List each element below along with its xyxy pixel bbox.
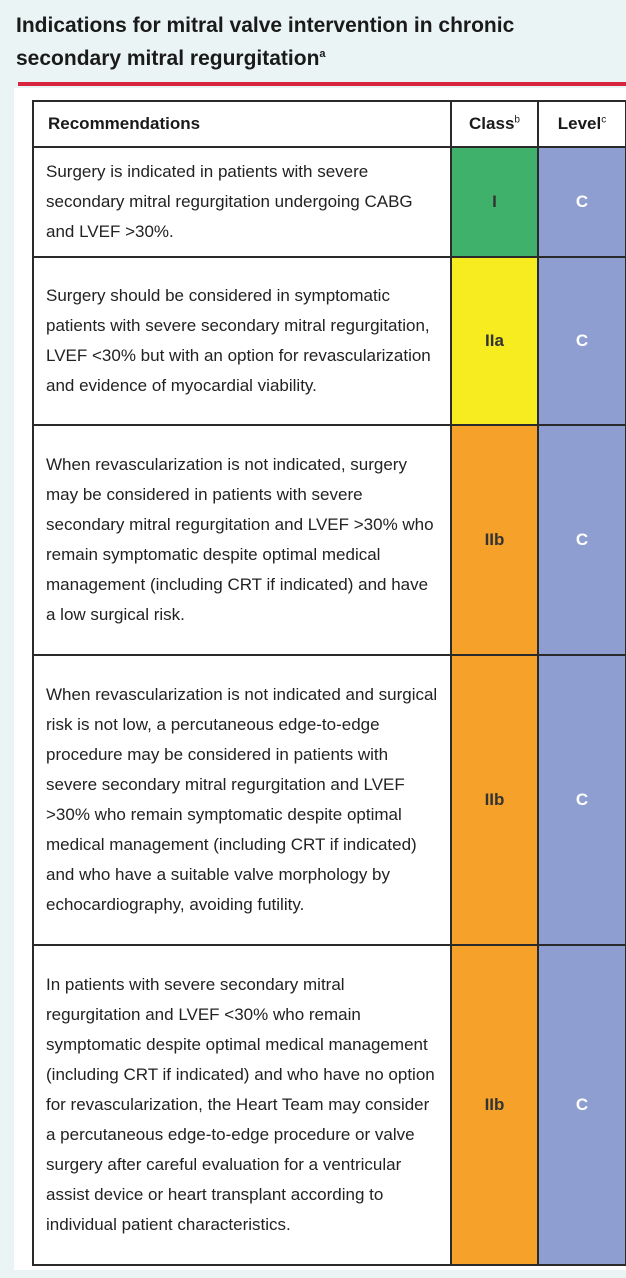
title-footnote-marker: a: [319, 48, 326, 60]
recommendation-text: Surgery should be considered in symptoma…: [32, 256, 452, 426]
header-class-label: Class: [469, 114, 515, 133]
table-row: When revascularization is not indicated …: [32, 654, 626, 946]
level-badge: C: [537, 944, 626, 1266]
level-badge: C: [537, 654, 626, 946]
recommendation-text: When revascularization is not indicated …: [32, 654, 452, 946]
recommendation-text: In patients with severe secondary mitral…: [32, 944, 452, 1266]
table-row: In patients with severe secondary mitral…: [32, 944, 626, 1266]
header-class-footnote: b: [514, 114, 520, 126]
page-title: Indications for mitral valve interventio…: [16, 12, 616, 73]
class-badge: IIb: [450, 944, 539, 1266]
header-level-footnote: c: [601, 114, 607, 126]
level-badge: C: [537, 256, 626, 426]
table-header-row: Recommendations Classb Levelc: [32, 100, 626, 148]
header-level-label: Level: [557, 114, 602, 133]
level-badge: C: [537, 146, 626, 258]
table-row: Surgery should be considered in symptoma…: [32, 256, 626, 426]
recommendation-text: Surgery is indicated in patients with se…: [32, 146, 452, 258]
class-badge: IIa: [450, 256, 539, 426]
header-class: Classb: [450, 100, 539, 148]
class-badge: IIb: [450, 654, 539, 946]
table-row: When revascularization is not indicated,…: [32, 424, 626, 656]
recommendations-table: Recommendations Classb Levelc Surgery is…: [32, 100, 626, 1266]
title-text: Indications for mitral valve interventio…: [16, 14, 515, 70]
title-rule: [18, 82, 626, 86]
class-badge: I: [450, 146, 539, 258]
header-recommendations-label: Recommendations: [48, 114, 201, 133]
table-row: Surgery is indicated in patients with se…: [32, 146, 626, 258]
header-level: Levelc: [537, 100, 626, 148]
header-recommendations: Recommendations: [32, 100, 452, 148]
level-badge: C: [537, 424, 626, 656]
table-panel: Recommendations Classb Levelc Surgery is…: [14, 88, 626, 1270]
class-badge: IIb: [450, 424, 539, 656]
recommendation-text: When revascularization is not indicated,…: [32, 424, 452, 656]
